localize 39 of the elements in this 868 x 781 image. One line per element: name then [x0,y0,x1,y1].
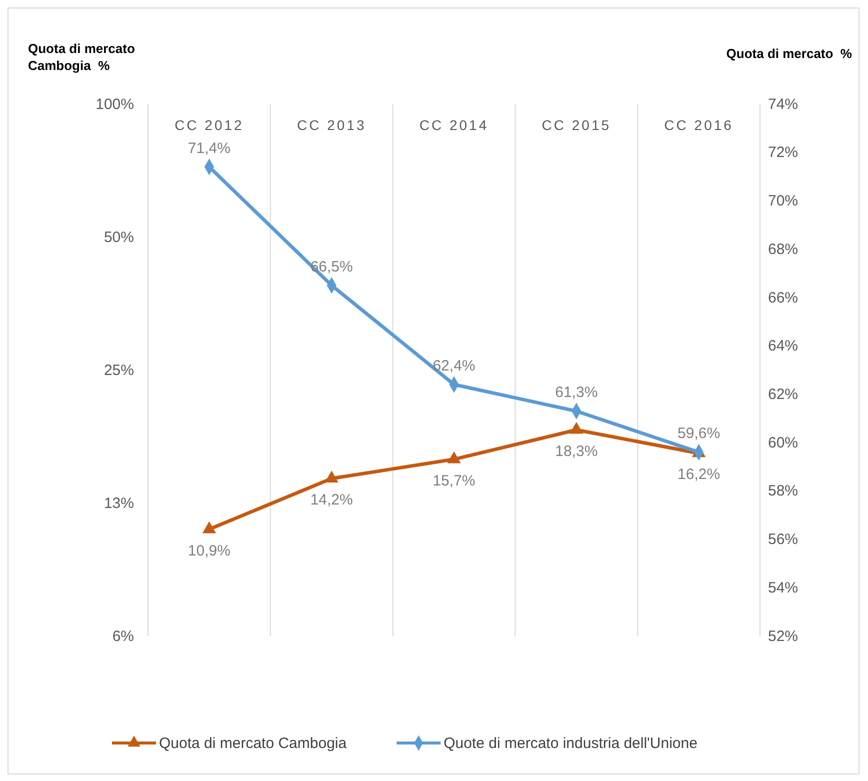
y2-axis-title: Quota di mercato % [726,46,852,61]
point [447,451,461,464]
x-tick-label: CC 2012 [174,116,244,133]
data-label: 18,3% [555,442,598,460]
y2-tick-label: 66% [768,289,798,306]
point [570,422,584,434]
y2-tick-label: 72% [768,144,798,162]
point [324,470,338,482]
y2-tick-label: 58% [768,482,798,500]
data-label: 59,6% [678,425,720,442]
data-label: 15,7% [432,472,476,490]
y2-tick-label: 52% [768,628,798,645]
y2-tick-label: 56% [768,531,798,548]
x-tick-label: CC 2016 [664,116,734,133]
y-tick-label: 50% [104,228,134,246]
y2-tick-label: 70% [768,192,798,210]
data-label: 71,4% [188,140,230,157]
y2-tick-label: 62% [768,386,798,403]
y-tick-label: 6% [112,628,134,645]
y2-tick-label: 64% [768,338,798,355]
data-label: 10,9% [188,542,230,560]
data-label: 61,3% [555,384,598,402]
y2-tick-label: 54% [768,579,798,596]
y-axis-title: Quota di mercato Cambogia % [28,41,135,73]
x-tick-label: CC 2015 [542,116,612,133]
point [202,521,216,534]
data-label: 16,2% [678,466,720,484]
y2-tick-label: 60% [768,434,798,452]
x-tick-label: CC 2013 [296,116,366,133]
legend-label: Quota di mercato Cambogia [159,735,348,752]
y-tick-label: 13% [104,494,134,512]
y2-tick-label: 68% [768,240,798,258]
x-tick-label: CC 2014 [419,116,489,133]
legend-label: Quote di mercato industria dell'Unione [444,735,698,752]
data-label: 62,4% [432,358,476,375]
y-tick-label: 100% [96,96,134,113]
y-tick-label: 25% [104,362,134,379]
data-label: 14,2% [310,492,353,509]
y2-tick-label: 74% [768,96,798,113]
